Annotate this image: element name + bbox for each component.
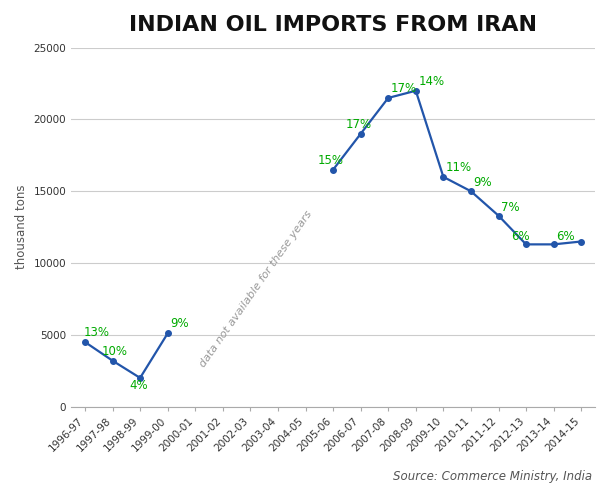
Y-axis label: thousand tons: thousand tons <box>15 185 28 269</box>
Text: Source: Commerce Ministry, India: Source: Commerce Ministry, India <box>393 470 592 483</box>
Text: 15%: 15% <box>318 154 344 167</box>
Text: 13%: 13% <box>84 325 110 339</box>
Text: 14%: 14% <box>418 75 445 88</box>
Text: 7%: 7% <box>501 201 520 214</box>
Text: data not available for these years: data not available for these years <box>198 209 314 369</box>
Text: 9%: 9% <box>474 176 492 189</box>
Title: INDIAN OIL IMPORTS FROM IRAN: INDIAN OIL IMPORTS FROM IRAN <box>129 15 537 35</box>
Text: 6%: 6% <box>556 230 575 243</box>
Text: 6%: 6% <box>511 230 529 243</box>
Text: 10%: 10% <box>101 345 127 358</box>
Text: 17%: 17% <box>345 119 371 131</box>
Text: 9%: 9% <box>170 317 189 330</box>
Text: 17%: 17% <box>391 82 417 96</box>
Text: 4%: 4% <box>129 379 148 392</box>
Text: 11%: 11% <box>446 162 472 174</box>
